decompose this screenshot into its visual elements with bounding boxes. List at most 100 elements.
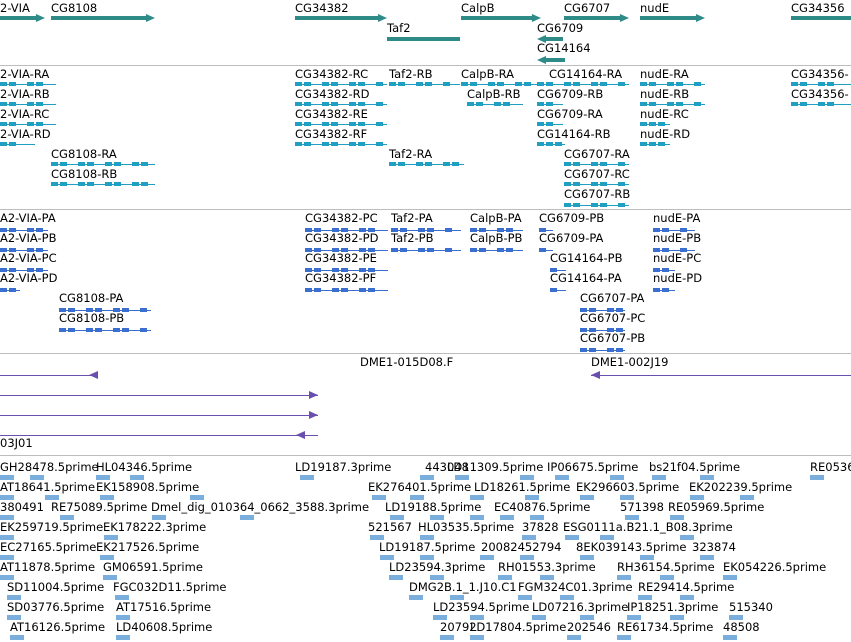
transcript-feature-label[interactable]: 2-VIA-RA bbox=[0, 67, 50, 81]
est-feature-glyph[interactable] bbox=[103, 575, 117, 580]
gene-feature-glyph[interactable] bbox=[537, 56, 565, 64]
est-feature-label[interactable]: RH36154.5prime bbox=[617, 560, 715, 574]
gene-feature-label[interactable]: Taf2 bbox=[387, 21, 411, 35]
est-feature-glyph[interactable] bbox=[0, 515, 14, 520]
protein-feature-label[interactable]: CalpB-PA bbox=[470, 211, 522, 225]
est-feature-glyph[interactable] bbox=[10, 635, 24, 640]
est-feature-glyph[interactable] bbox=[30, 475, 44, 480]
est-feature-glyph[interactable] bbox=[640, 555, 654, 560]
transcript-feature-glyph[interactable] bbox=[640, 140, 670, 148]
transcript-feature-glyph[interactable] bbox=[564, 180, 629, 188]
est-feature-glyph[interactable] bbox=[470, 615, 484, 620]
est-feature-glyph[interactable] bbox=[580, 555, 594, 560]
est-feature-label[interactable]: LD11309.5prime bbox=[447, 460, 544, 474]
transcript-feature-label[interactable]: CG34356- bbox=[791, 87, 849, 101]
est-feature-label[interactable]: 323874 bbox=[692, 540, 736, 554]
transcript-feature-glyph[interactable] bbox=[0, 100, 56, 108]
est-feature-label[interactable]: bs21f04.5prime bbox=[649, 460, 741, 474]
protein-feature-glyph[interactable] bbox=[391, 246, 461, 254]
transcript-feature-label[interactable]: CG34382-RD bbox=[295, 87, 370, 101]
protein-feature-label[interactable]: CG14164-PA bbox=[550, 271, 622, 285]
protein-feature-label[interactable]: Taf2-PA bbox=[391, 211, 433, 225]
est-feature-glyph[interactable] bbox=[670, 515, 684, 520]
clone-feature-glyph[interactable] bbox=[0, 411, 318, 419]
est-feature-glyph[interactable] bbox=[100, 495, 114, 500]
transcript-feature-glyph[interactable] bbox=[791, 100, 851, 108]
est-feature-glyph[interactable] bbox=[522, 535, 536, 540]
est-feature-glyph[interactable] bbox=[625, 515, 639, 520]
transcript-feature-label[interactable]: CG14164-RB bbox=[537, 127, 611, 141]
gene-feature-glyph[interactable] bbox=[387, 35, 460, 43]
est-feature-label[interactable]: 521567 bbox=[368, 520, 412, 534]
gene-feature-glyph[interactable] bbox=[51, 14, 155, 22]
protein-feature-label[interactable]: CG34382-PC bbox=[305, 211, 378, 225]
est-feature-glyph[interactable] bbox=[565, 535, 579, 540]
transcript-feature-label[interactable]: 2-VIA-RC bbox=[0, 107, 50, 121]
est-feature-glyph[interactable] bbox=[372, 495, 386, 500]
est-feature-label[interactable]: RE75089.5prime bbox=[51, 500, 148, 514]
transcript-feature-label[interactable]: CG8108-RB bbox=[51, 167, 118, 181]
protein-feature-label[interactable]: nudE-PD bbox=[653, 271, 703, 285]
est-feature-glyph[interactable] bbox=[555, 475, 569, 480]
est-feature-label[interactable]: AT11878.5prime bbox=[0, 560, 96, 574]
est-feature-glyph[interactable] bbox=[7, 615, 21, 620]
est-feature-glyph[interactable] bbox=[660, 575, 674, 580]
est-feature-label[interactable]: LD23594.3prime bbox=[389, 560, 486, 574]
transcript-feature-label[interactable]: CG34382-RF bbox=[295, 127, 368, 141]
est-feature-glyph[interactable] bbox=[60, 515, 74, 520]
est-feature-label[interactable]: LD40608.5prime bbox=[116, 620, 213, 634]
protein-feature-glyph[interactable] bbox=[550, 286, 566, 294]
est-feature-glyph[interactable] bbox=[580, 495, 594, 500]
transcript-feature-glyph[interactable] bbox=[640, 120, 670, 128]
protein-feature-label[interactable]: CG6707-PB bbox=[580, 331, 646, 345]
est-feature-label[interactable]: 37828 bbox=[522, 520, 559, 534]
est-feature-glyph[interactable] bbox=[540, 575, 554, 580]
est-feature-label[interactable]: ESG0111a.B21.1_B08.3prime bbox=[563, 520, 733, 534]
protein-feature-label[interactable]: A2-VIA-PA bbox=[0, 211, 56, 225]
est-feature-label[interactable]: DMG2B.1_1.J10.C1 bbox=[409, 580, 517, 594]
est-feature-label[interactable]: 202546 bbox=[567, 620, 611, 634]
transcript-feature-label[interactable]: CG6707-RA bbox=[564, 147, 630, 161]
transcript-feature-glyph[interactable] bbox=[51, 160, 155, 168]
est-feature-glyph[interactable] bbox=[652, 475, 666, 480]
est-feature-label[interactable]: EC27165.5prime bbox=[0, 540, 97, 554]
transcript-feature-label[interactable]: nudE-RD bbox=[640, 127, 691, 141]
est-feature-label[interactable]: SD11004.5prime bbox=[7, 580, 105, 594]
protein-feature-label[interactable]: CG8108-PA bbox=[59, 291, 124, 305]
est-feature-label[interactable]: 443048 bbox=[425, 460, 469, 474]
est-feature-label[interactable]: RE29414.5prime bbox=[638, 580, 735, 594]
est-feature-glyph[interactable] bbox=[690, 495, 704, 500]
est-feature-glyph[interactable] bbox=[520, 555, 534, 560]
est-feature-label[interactable]: LD17804.5prime bbox=[470, 620, 567, 634]
est-feature-glyph[interactable] bbox=[380, 555, 394, 560]
est-feature-label[interactable]: FGC032D11.5prime bbox=[113, 580, 227, 594]
est-feature-label[interactable]: LD19188.5prime bbox=[385, 500, 482, 514]
gene-feature-label[interactable]: CG6709 bbox=[537, 21, 584, 35]
transcript-feature-label[interactable]: CG34382-RE bbox=[295, 107, 368, 121]
est-feature-label[interactable]: AT18641.5prime bbox=[0, 480, 96, 494]
est-feature-glyph[interactable] bbox=[700, 475, 714, 480]
clone-feature-label[interactable]: 03J01 bbox=[0, 436, 33, 450]
est-feature-label[interactable]: HL03535.5prime bbox=[418, 520, 515, 534]
est-feature-glyph[interactable] bbox=[810, 475, 824, 480]
protein-feature-glyph[interactable] bbox=[580, 306, 625, 314]
protein-feature-label[interactable]: CG14164-PB bbox=[550, 251, 623, 265]
est-feature-glyph[interactable] bbox=[370, 535, 384, 540]
est-feature-glyph[interactable] bbox=[532, 615, 546, 620]
est-feature-glyph[interactable] bbox=[0, 555, 14, 560]
protein-feature-glyph[interactable] bbox=[580, 326, 625, 334]
est-feature-glyph[interactable] bbox=[617, 575, 631, 580]
transcript-feature-glyph[interactable] bbox=[537, 140, 565, 148]
est-feature-glyph[interactable] bbox=[455, 475, 469, 480]
gene-feature-label[interactable]: CG6707 bbox=[564, 1, 611, 15]
est-feature-label[interactable]: HL04346.5prime bbox=[96, 460, 193, 474]
est-feature-glyph[interactable] bbox=[470, 515, 484, 520]
est-feature-glyph[interactable] bbox=[420, 535, 434, 540]
est-feature-glyph[interactable] bbox=[0, 535, 14, 540]
protein-feature-glyph[interactable] bbox=[653, 266, 675, 274]
protein-feature-label[interactable]: A2-VIA-PD bbox=[0, 271, 58, 285]
gene-feature-label[interactable]: nudE bbox=[640, 1, 670, 15]
transcript-feature-label[interactable]: CG6709-RB bbox=[537, 87, 604, 101]
est-feature-label[interactable]: 20792 bbox=[440, 620, 477, 634]
est-feature-label[interactable]: 48508 bbox=[723, 620, 760, 634]
